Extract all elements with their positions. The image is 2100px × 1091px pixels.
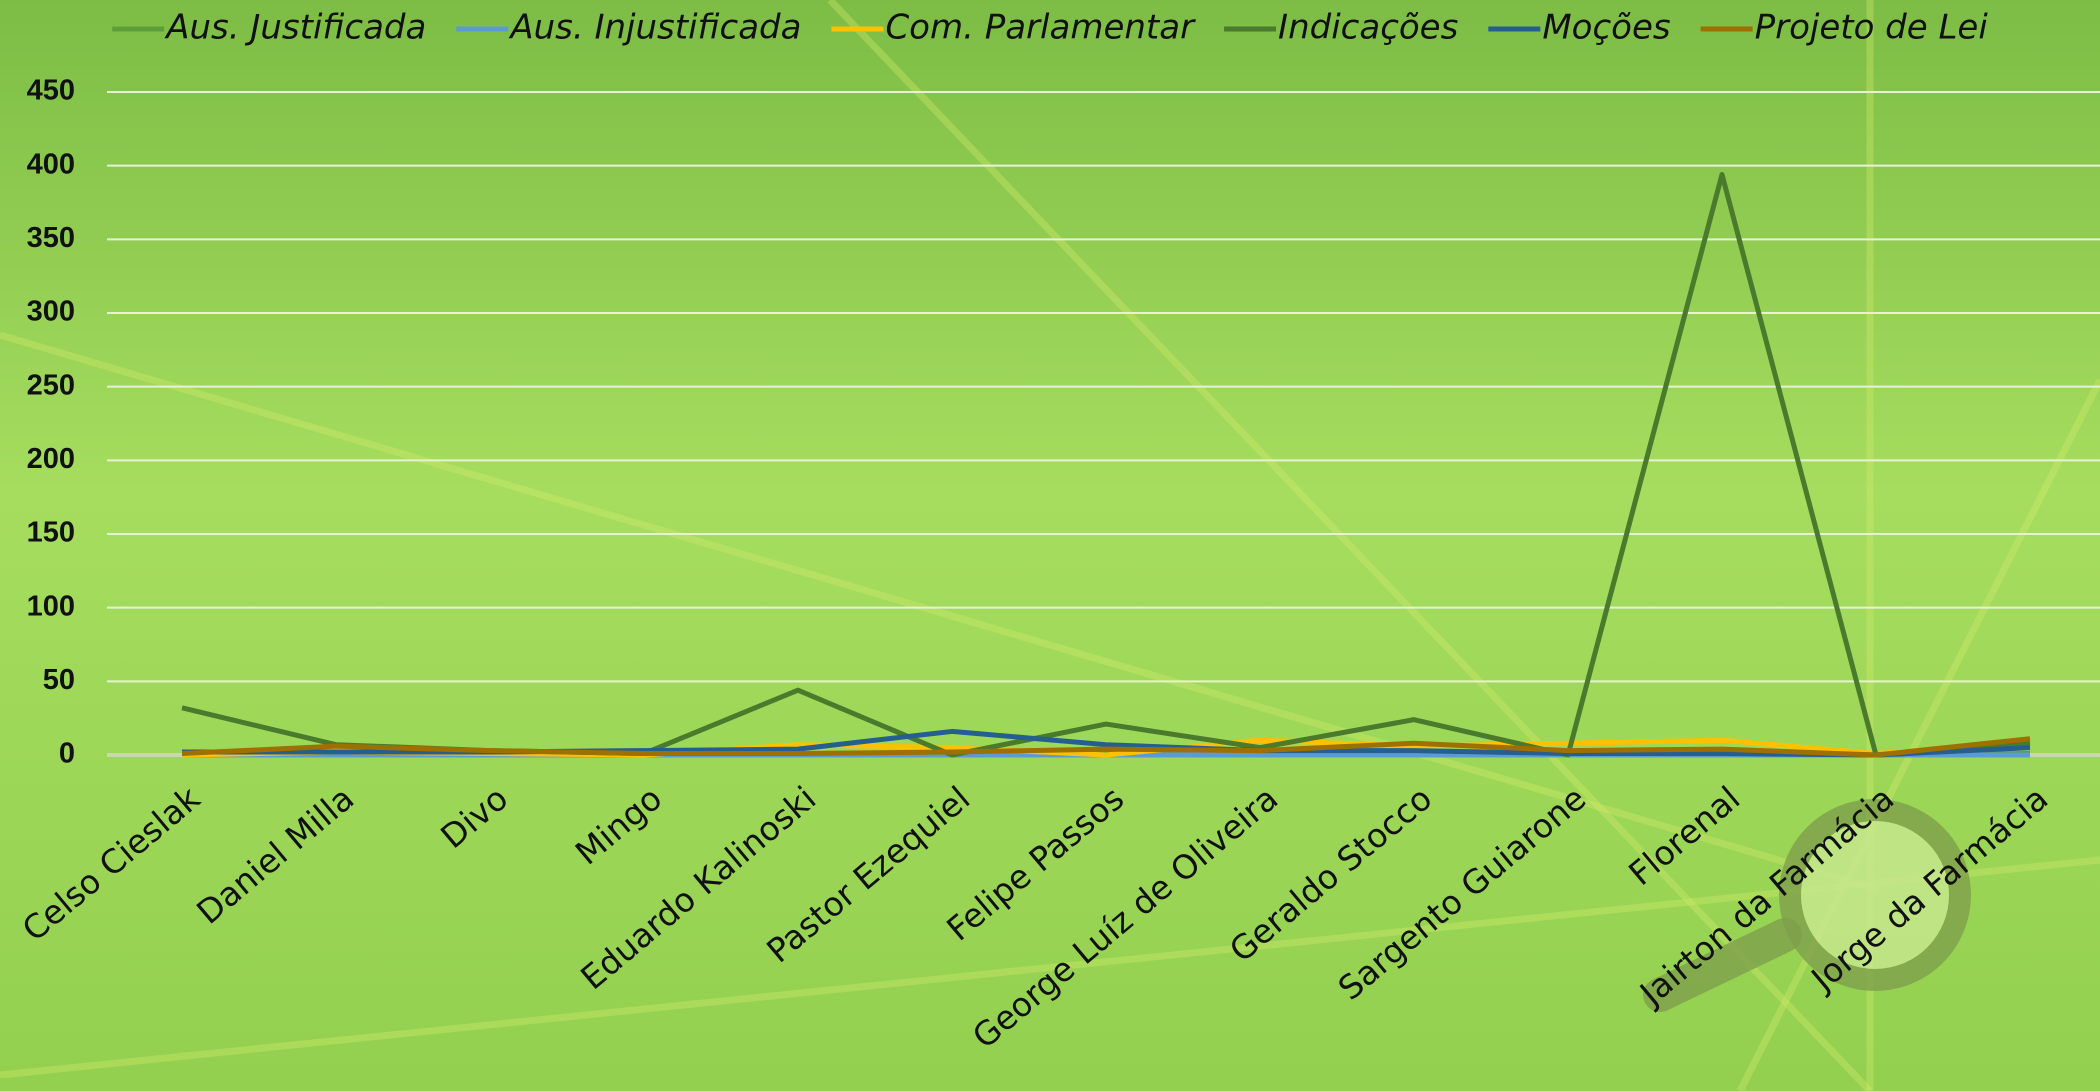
legend: Aus. Justificada Aus. Injustificada Com. P…: [112, 8, 1988, 48]
y-tick-label: 200: [27, 443, 75, 475]
y-tick-label: 450: [27, 75, 75, 107]
y-tick-label: 250: [27, 369, 75, 401]
legend-label: Projeto de Lei: [1755, 8, 1989, 48]
magnifier-handle: [1643, 918, 1802, 1012]
legend-label: Indicações: [1278, 8, 1458, 48]
y-tick-label: 300: [27, 296, 75, 328]
y-tick-label: 400: [27, 148, 75, 180]
y-tick-label: 0: [59, 738, 75, 770]
legend-label: Aus. Justificada: [164, 8, 426, 48]
series-line: [181, 736, 2031, 758]
y-tick-label: 50: [43, 664, 75, 696]
legend-label: Aus. Injustificada: [508, 8, 801, 48]
legend-label: Com. Parlamentar: [885, 8, 1196, 48]
magnifier-icon: [1779, 799, 1971, 991]
y-tick-label: 150: [27, 517, 75, 549]
y-tick-label: 350: [27, 222, 75, 254]
legend-label: Moções: [1542, 8, 1670, 48]
y-tick-label: 100: [27, 590, 75, 622]
